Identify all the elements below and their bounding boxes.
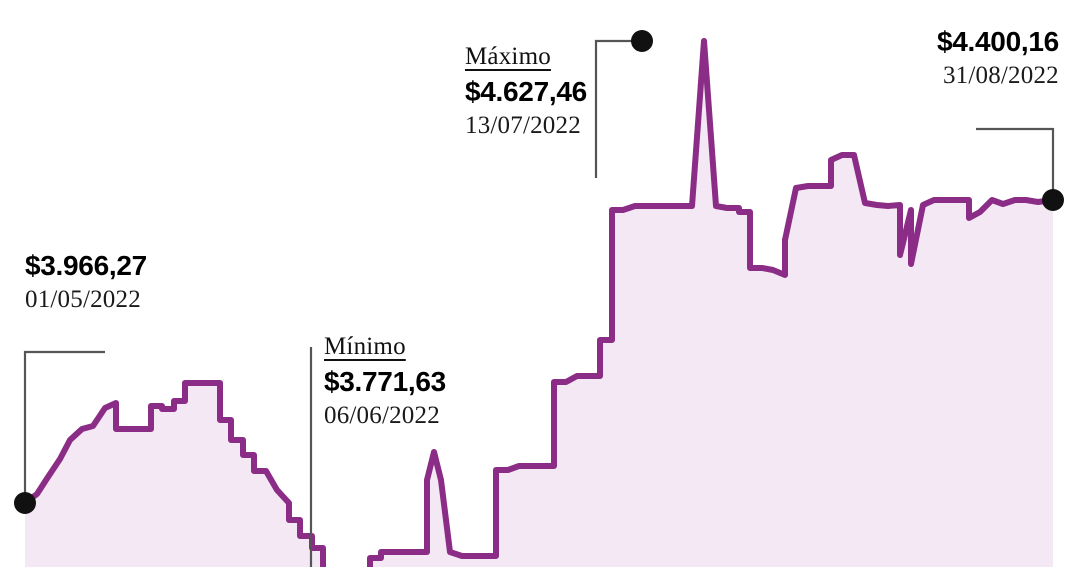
annotation-maximum-label: Máximo	[465, 43, 551, 70]
annotation-minimum-date: 06/06/2022	[324, 402, 440, 429]
series-segment-right	[367, 38, 1056, 567]
marker-start-point	[14, 492, 36, 514]
annotation-minimum-amount: $3.771,63	[324, 366, 446, 397]
leader-line-end	[976, 127, 1055, 200]
annotation-minimum: Mínimo $3.771,63 06/06/2022	[324, 334, 446, 428]
leader-line-maximum	[594, 39, 642, 178]
annotation-end-date: 31/08/2022	[942, 62, 1059, 89]
marker-maximum-point	[631, 30, 653, 52]
annotation-start-date: 01/05/2022	[25, 286, 141, 313]
annotation-start-amount: $3.966,27	[25, 250, 147, 281]
series-line-left	[22, 380, 326, 567]
annotation-end-value: $4.400,16 31/08/2022	[937, 26, 1059, 89]
annotation-minimum-label: Mínimo	[324, 333, 406, 360]
annotation-start-value: $3.966,27 01/05/2022	[25, 250, 147, 313]
annotation-maximum-date: 13/07/2022	[465, 112, 581, 139]
area-fill-left	[25, 383, 323, 567]
leader-line-start	[23, 350, 105, 503]
annotation-end-amount: $4.400,16	[937, 26, 1059, 57]
annotation-maximum-amount: $4.627,46	[465, 76, 587, 107]
annotation-maximum: Máximo $4.627,46 13/07/2022	[465, 44, 587, 138]
area-fill-right	[370, 41, 1053, 567]
series-line-right	[367, 38, 1056, 567]
marker-end-point	[1042, 189, 1064, 211]
series-segment-left	[22, 380, 326, 567]
